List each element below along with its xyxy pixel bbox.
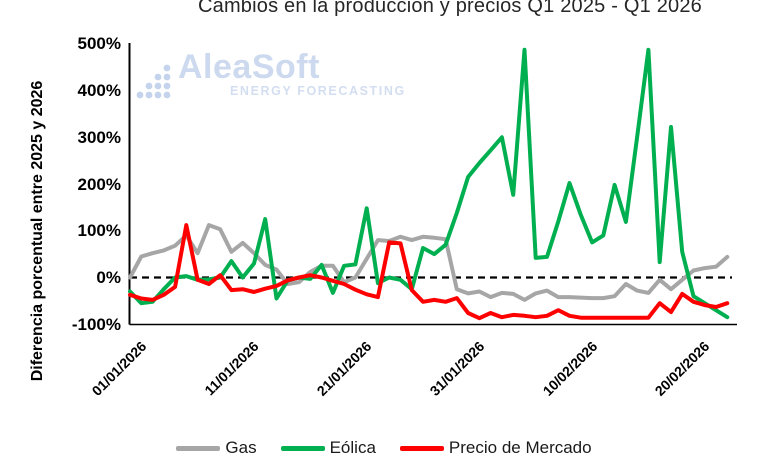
y-tick-label: -100% [71, 314, 121, 334]
eólica-line [128, 47, 730, 320]
legend-label: Precio de Mercado [448, 438, 592, 457]
precio-de-mercado-line [128, 223, 730, 321]
legend-item-gas: Gas [176, 438, 257, 458]
legend-item-eólica: Eólica [280, 438, 376, 458]
y-tick-label: 300% [77, 127, 121, 147]
legend-line-swatch [176, 445, 221, 451]
legend-line-swatch [399, 445, 444, 451]
y-tick-label: 100% [77, 221, 121, 241]
legend: Gas Eólica Precio de Mercado [0, 438, 768, 458]
y-tick-label: 500% [77, 34, 121, 54]
legend-label: Eólica [329, 438, 376, 457]
chart-title: Cambios en la producción y precios Q1 20… [197, 0, 702, 17]
gas-line [128, 223, 730, 302]
legend-label: Gas [225, 438, 257, 457]
y-tick-label: 200% [77, 174, 121, 194]
legend-item-precio-de-mercado: Precio de Mercado [399, 438, 592, 458]
y-tick-label: 0% [96, 268, 121, 287]
legend-line-swatch [280, 445, 325, 451]
y-tick-label: 400% [77, 81, 121, 100]
